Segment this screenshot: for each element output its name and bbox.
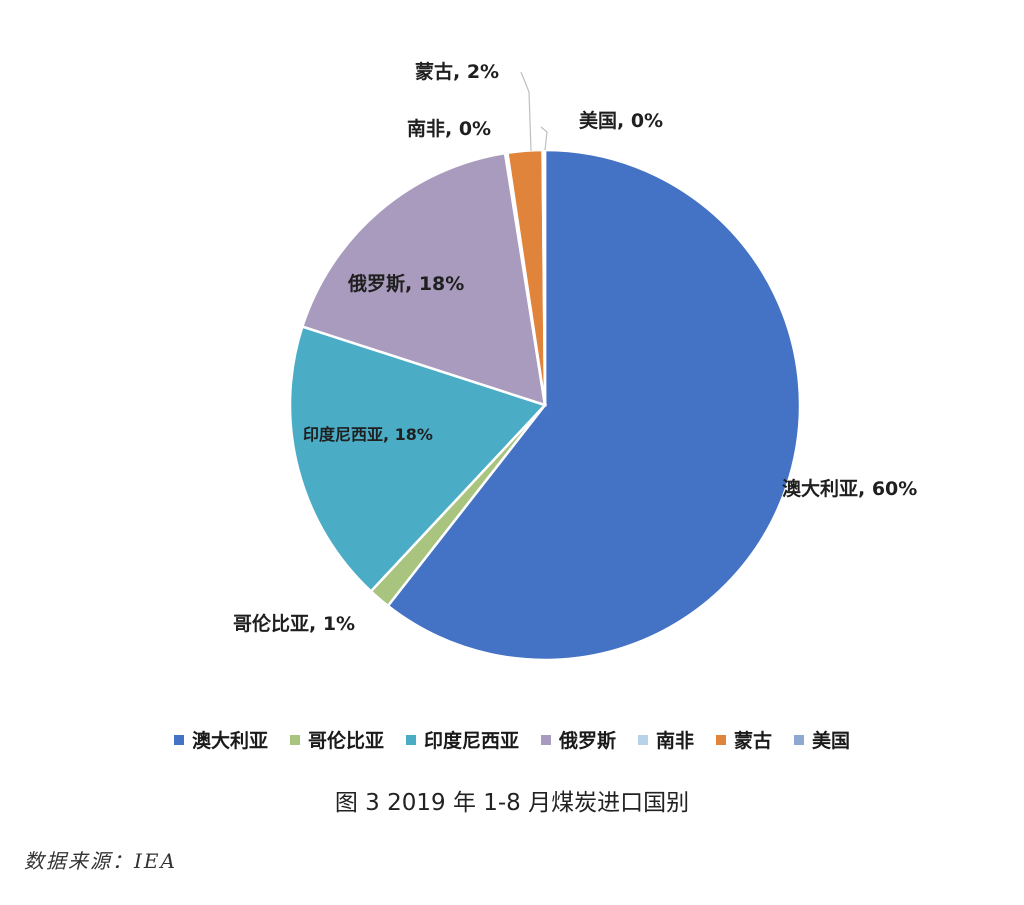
legend-label: 俄罗斯 [558, 730, 616, 752]
legend-label: 美国 [812, 730, 851, 752]
legend-item-4: 俄罗斯 [540, 726, 616, 753]
legend-item-5: 南非 [638, 726, 694, 753]
legend-label: 蒙古 [734, 730, 773, 752]
legend-item-2: 哥伦比亚 [289, 726, 384, 753]
legend-label: 南非 [656, 730, 695, 752]
legend-swatch [716, 734, 727, 745]
legend-label: 澳大利亚 [191, 730, 268, 752]
legend-label: 哥伦比亚 [307, 730, 384, 752]
legend-swatch [173, 734, 184, 745]
data-label-2: 哥伦比亚, 1% [233, 612, 355, 635]
legend-item-6: 蒙古 [716, 726, 772, 753]
legend-swatch [638, 734, 648, 745]
legend-label: 印度尼西亚 [423, 730, 519, 752]
pie-slice-1 [386, 148, 802, 662]
data-label-3: 印度尼西亚, 18% [303, 425, 433, 444]
pie-chart: 澳大利亚, 60% 哥伦比亚, 1% 印度尼西亚, 18% 俄罗斯, 18% 南非, 0… [233, 60, 917, 662]
data-label-7: 美国, 0% [579, 109, 663, 132]
pie-slice-7 [541, 148, 547, 406]
legend-swatch [289, 734, 300, 745]
figure-caption: 图 3 2019 年 1-8 月煤炭进口国别 [334, 790, 690, 816]
leader-line-2 [540, 126, 548, 151]
pie-slice-3 [288, 324, 548, 594]
data-label-6: 蒙古, 2% [415, 60, 499, 83]
legend-item-7: 美国 [794, 726, 850, 753]
data-label-5: 南非, 0% [407, 118, 491, 140]
data-source-note: 数据来源：IEA [24, 849, 177, 873]
chart-legend: 澳大利亚 哥伦比亚 印度尼西亚 俄罗斯 南非 蒙古 美国 [0, 726, 1024, 753]
data-label-1: 澳大利亚, 60% [782, 477, 917, 500]
legend-swatch [794, 734, 805, 745]
leader-line-1 [520, 71, 532, 152]
data-label-4: 俄罗斯, 18% [347, 272, 464, 295]
legend-swatch [540, 734, 551, 745]
pie-slice-4 [300, 151, 547, 407]
legend-item-3: 印度尼西亚 [405, 726, 519, 753]
legend-item-1: 澳大利亚 [173, 726, 268, 753]
legend-swatch [405, 734, 416, 745]
